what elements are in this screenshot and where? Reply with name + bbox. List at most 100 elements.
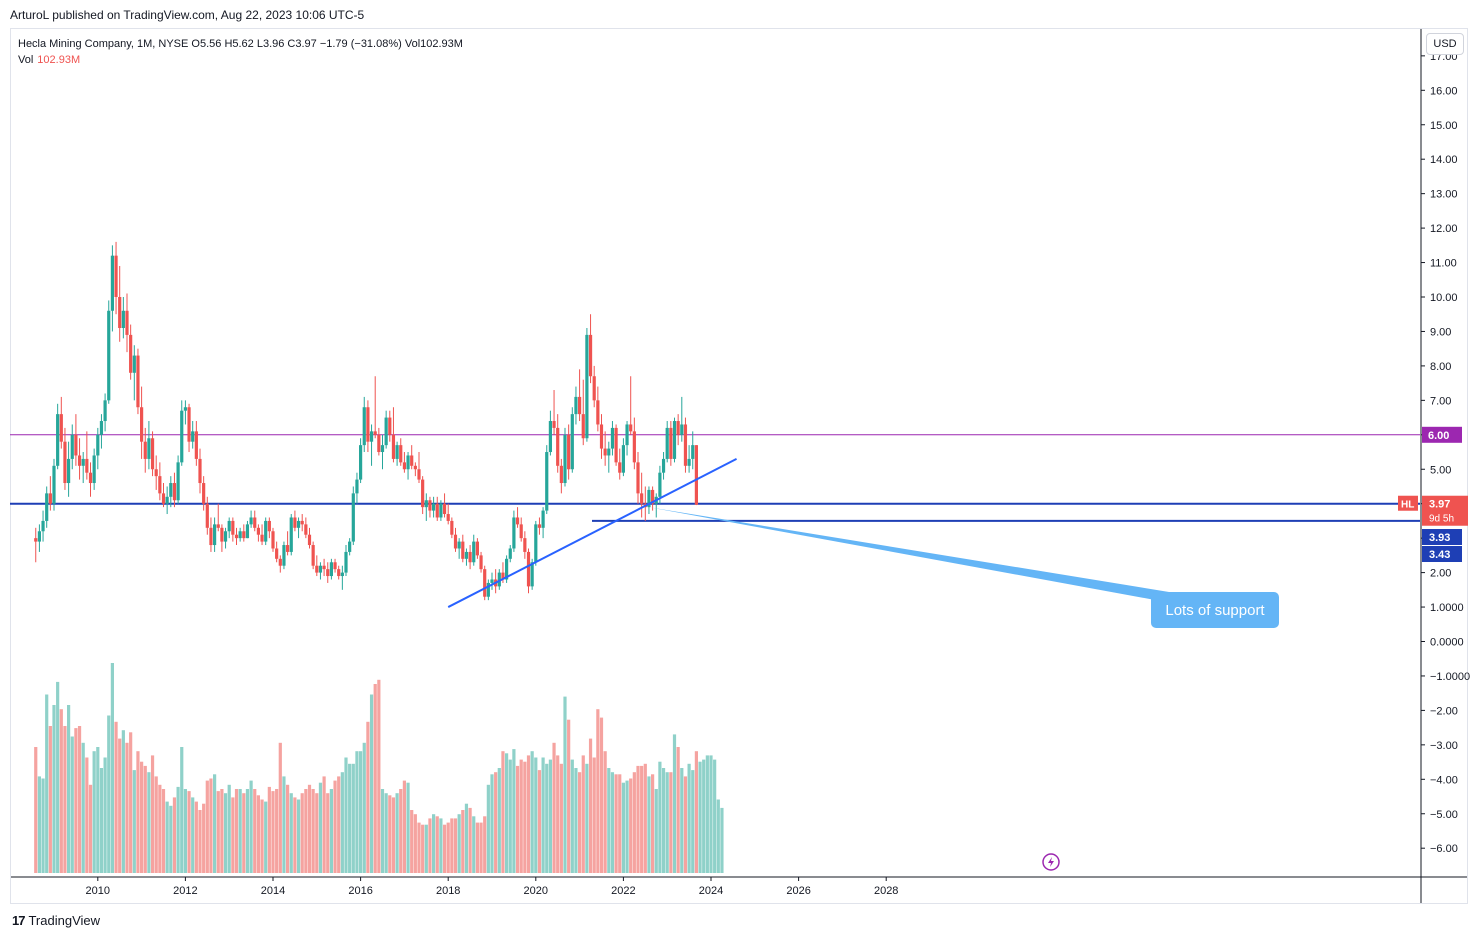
volume-bar bbox=[99, 768, 104, 873]
volume-bar bbox=[530, 751, 534, 873]
volume-bar bbox=[311, 789, 315, 873]
candle-body bbox=[596, 400, 600, 425]
candle-body bbox=[275, 548, 279, 559]
volume-bar bbox=[70, 736, 74, 873]
price-tick-label: 2.00 bbox=[1430, 568, 1451, 580]
volume-bar bbox=[129, 732, 133, 873]
candle-body bbox=[599, 424, 604, 449]
candle-body bbox=[48, 493, 52, 504]
candle-body bbox=[457, 541, 461, 549]
candle-body bbox=[369, 431, 374, 442]
candle-body bbox=[651, 489, 655, 504]
volume-bar bbox=[501, 751, 505, 873]
volume-bar bbox=[508, 759, 512, 873]
candle-body bbox=[300, 520, 304, 525]
tradingview-logo[interactable]: 17 TradingView bbox=[12, 913, 100, 928]
candle-body bbox=[37, 531, 41, 542]
volume-bar bbox=[578, 772, 582, 873]
volume-bar bbox=[180, 747, 184, 873]
candle-body bbox=[672, 421, 677, 459]
candle-body bbox=[351, 493, 355, 542]
volume-bar bbox=[588, 738, 593, 873]
volume-bar bbox=[654, 789, 658, 873]
volume-bar bbox=[161, 789, 166, 873]
volume-bar bbox=[304, 789, 308, 873]
chart-frame bbox=[10, 28, 1468, 904]
volume-bar bbox=[205, 780, 209, 873]
volume-bar bbox=[198, 810, 202, 873]
volume-bar bbox=[428, 818, 432, 873]
volume-bar bbox=[497, 768, 501, 873]
candle-body bbox=[359, 445, 363, 480]
volume-bar bbox=[41, 778, 45, 873]
volume-bar bbox=[380, 789, 385, 873]
countdown-text: 9d 5h bbox=[1429, 514, 1454, 525]
volume-bar bbox=[505, 753, 509, 873]
volume-bar bbox=[340, 772, 344, 873]
volume-bar bbox=[442, 824, 447, 873]
volume-bar bbox=[231, 797, 235, 873]
candle-body bbox=[618, 462, 622, 473]
candle-body bbox=[413, 465, 417, 470]
candle-body bbox=[121, 310, 125, 329]
volume-bar bbox=[548, 759, 552, 873]
volume-bar bbox=[643, 763, 647, 873]
candle-body bbox=[154, 469, 158, 477]
volume-bar bbox=[242, 793, 246, 873]
candle-body bbox=[136, 355, 140, 408]
candle-body bbox=[439, 503, 443, 518]
candle-body bbox=[282, 545, 286, 566]
candle-body bbox=[519, 524, 523, 539]
candle-body bbox=[581, 414, 585, 439]
candle-body bbox=[67, 458, 71, 484]
time-tick-label: 2014 bbox=[261, 885, 285, 897]
volume-bar bbox=[494, 772, 498, 873]
candle-body bbox=[402, 462, 406, 470]
candle-body bbox=[333, 562, 337, 570]
candle-body bbox=[209, 527, 213, 546]
price-tick-label: 15.00 bbox=[1430, 120, 1458, 132]
volume-bar bbox=[67, 705, 71, 873]
candle-body bbox=[537, 524, 542, 528]
volume-bar bbox=[59, 709, 63, 873]
candle-body bbox=[249, 517, 253, 525]
symbol-tag bbox=[1398, 495, 1418, 511]
candle-body bbox=[661, 458, 666, 473]
time-tick-label: 2010 bbox=[86, 885, 110, 897]
volume-bar bbox=[545, 763, 549, 873]
candle-body bbox=[464, 551, 469, 559]
volume-bar bbox=[183, 789, 187, 873]
candle-body bbox=[523, 538, 527, 552]
price-tick-label: 8.00 bbox=[1430, 361, 1451, 373]
candle-body bbox=[483, 569, 487, 597]
candle-body bbox=[406, 455, 410, 470]
volume-bar bbox=[607, 768, 611, 873]
candle-body bbox=[256, 527, 260, 535]
volume-bar bbox=[223, 793, 228, 873]
volume-bar bbox=[395, 793, 399, 873]
volume-bar bbox=[570, 759, 574, 873]
volume-bar bbox=[519, 759, 523, 873]
candle-body bbox=[355, 479, 359, 494]
volume-bar bbox=[691, 770, 695, 873]
candle-body bbox=[213, 524, 217, 546]
volume-bar bbox=[140, 761, 144, 873]
volume-bar bbox=[355, 751, 359, 873]
time-tick-label: 2016 bbox=[348, 885, 372, 897]
tradingview-logo-icon: 17 bbox=[12, 913, 26, 928]
volume-bar bbox=[88, 784, 93, 873]
currency-button[interactable]: USD bbox=[1426, 33, 1464, 55]
volume-bar bbox=[534, 757, 538, 873]
volume-bar bbox=[282, 776, 286, 873]
candle-body bbox=[556, 427, 560, 466]
volume-bar bbox=[322, 776, 326, 873]
volume-bar bbox=[563, 696, 567, 873]
volume-bar bbox=[271, 791, 275, 873]
chart-legend: Hecla Mining Company, 1M, NYSE O5.56 H5.… bbox=[18, 36, 463, 68]
volume-bar bbox=[253, 789, 257, 873]
volume-bar bbox=[391, 797, 396, 873]
candle-body bbox=[424, 500, 428, 508]
candle-body bbox=[172, 483, 177, 501]
candle-body bbox=[552, 421, 556, 428]
